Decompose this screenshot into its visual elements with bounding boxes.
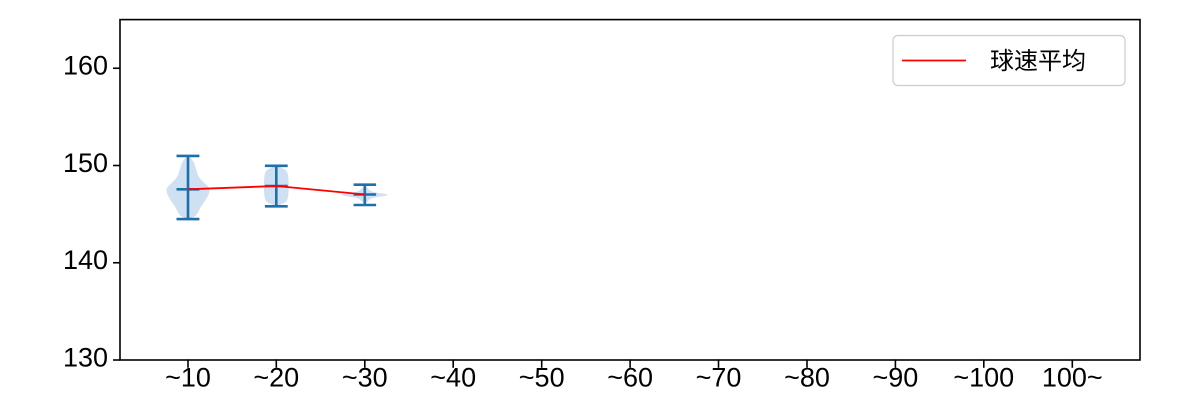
svg-text:150: 150 [63,148,108,178]
svg-text:~80: ~80 [784,363,830,393]
svg-text:160: 160 [63,51,108,81]
svg-text:~40: ~40 [430,363,476,393]
svg-text:~70: ~70 [696,363,742,393]
svg-text:~50: ~50 [519,363,565,393]
svg-text:~90: ~90 [872,363,918,393]
svg-text:~100: ~100 [953,363,1014,393]
svg-text:~10: ~10 [165,363,211,393]
svg-text:140: 140 [63,245,108,275]
svg-text:~20: ~20 [253,363,299,393]
svg-text:130: 130 [63,342,108,372]
svg-text:100~: 100~ [1042,363,1103,393]
svg-text:~30: ~30 [342,363,388,393]
svg-text:球速平均: 球速平均 [990,48,1086,75]
svg-text:~60: ~60 [607,363,653,393]
